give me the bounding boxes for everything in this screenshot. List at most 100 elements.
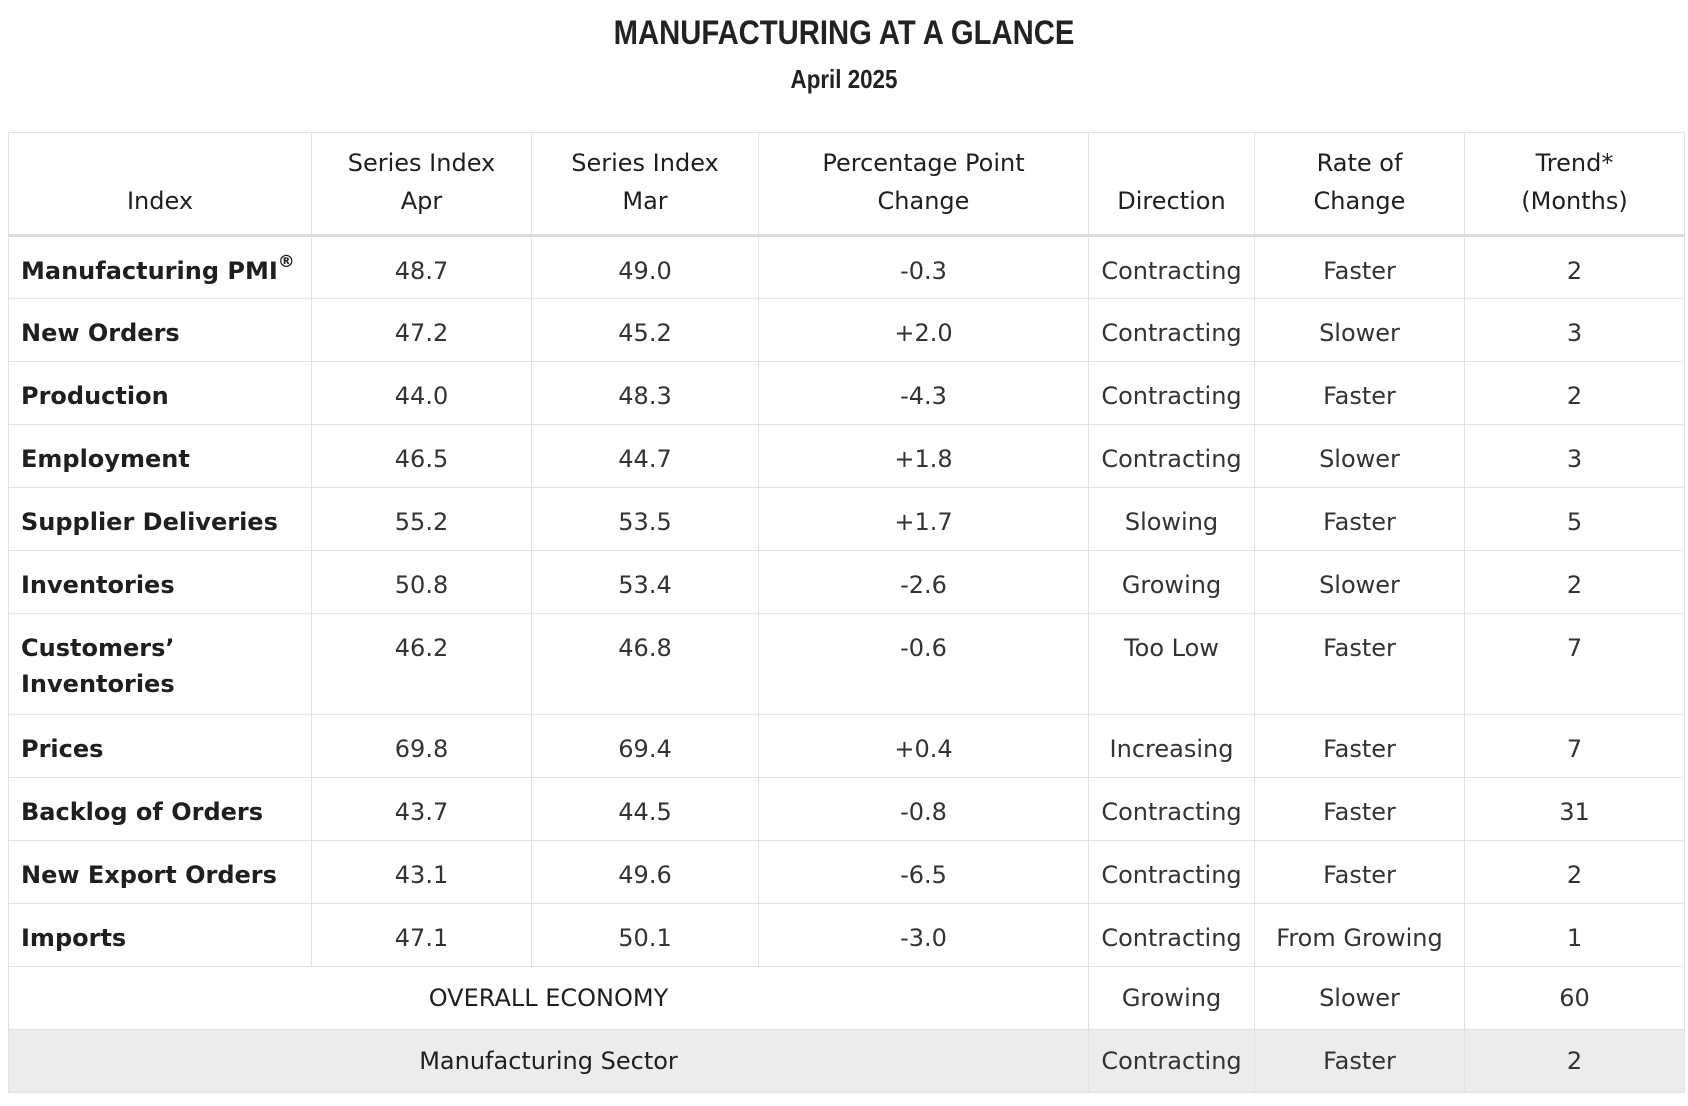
summary-row-overall-economy: OVERALL ECONOMY Growing Slower 60 (8, 966, 1685, 1030)
cell-rate: Slower (1254, 966, 1465, 1030)
table-row: New Export Orders 43.1 49.6 -6.5 Contrac… (8, 840, 1685, 904)
page-subtitle: April 2025 (790, 64, 898, 94)
cell-trend: 2 (1464, 361, 1685, 425)
cell-trend: 2 (1464, 235, 1685, 299)
cell-change: +1.7 (758, 487, 1089, 551)
col-header-change: Percentage Point Change (758, 132, 1089, 237)
row-index: New Export Orders (8, 840, 312, 904)
cell-rate: Slower (1254, 298, 1465, 362)
row-index: Supplier Deliveries (8, 487, 312, 551)
table-row: Customers’ Inventories 46.2 46.8 -0.6 Too… (8, 613, 1685, 715)
summary-label: OVERALL ECONOMY (8, 966, 1089, 1030)
cell-apr: 55.2 (311, 487, 532, 551)
cell-apr: 47.1 (311, 903, 532, 967)
table-row: Supplier Deliveries 55.2 53.5 +1.7 Slowi… (8, 487, 1685, 551)
cell-trend: 1 (1464, 903, 1685, 967)
cell-rate: From Growing (1254, 903, 1465, 967)
cell-rate: Faster (1254, 361, 1465, 425)
cell-apr: 69.8 (311, 714, 532, 778)
cell-direction: Contracting (1088, 777, 1255, 841)
cell-rate: Slower (1254, 424, 1465, 488)
cell-direction: Slowing (1088, 487, 1255, 551)
cell-direction: Contracting (1088, 840, 1255, 904)
cell-change: +1.8 (758, 424, 1089, 488)
cell-rate: Faster (1254, 613, 1465, 715)
cell-change: -4.3 (758, 361, 1089, 425)
cell-direction: Contracting (1088, 903, 1255, 967)
cell-change: +0.4 (758, 714, 1089, 778)
col-header-index: Index (8, 132, 312, 237)
row-index: New Orders (8, 298, 312, 362)
cell-change: -2.6 (758, 550, 1089, 614)
col-header-rate: Rate of Change (1254, 132, 1465, 237)
cell-rate: Slower (1254, 550, 1465, 614)
cell-mar: 48.3 (531, 361, 759, 425)
cell-change: -0.6 (758, 613, 1089, 715)
cell-rate: Faster (1254, 777, 1465, 841)
cell-trend: 7 (1464, 613, 1685, 715)
cell-rate: Faster (1254, 235, 1465, 299)
cell-direction: Increasing (1088, 714, 1255, 778)
cell-direction: Too Low (1088, 613, 1255, 715)
table-row: Imports 47.1 50.1 -3.0 Contracting From … (8, 903, 1685, 967)
cell-mar: 53.5 (531, 487, 759, 551)
cell-direction: Contracting (1088, 361, 1255, 425)
cell-mar: 46.8 (531, 613, 759, 715)
row-index: Employment (8, 424, 312, 488)
row-index: Prices (8, 714, 312, 778)
cell-direction: Growing (1088, 550, 1255, 614)
cell-change: -0.8 (758, 777, 1089, 841)
cell-apr: 50.8 (311, 550, 532, 614)
table-row: Backlog of Orders 43.7 44.5 -0.8 Contrac… (8, 777, 1685, 841)
col-header-mar: Series Index Mar (531, 132, 759, 237)
cell-direction: Contracting (1088, 424, 1255, 488)
cell-mar: 69.4 (531, 714, 759, 778)
registered-mark: ® (277, 252, 295, 272)
cell-trend: 2 (1464, 840, 1685, 904)
cell-change: -6.5 (758, 840, 1089, 904)
col-header-apr: Series Index Apr (311, 132, 532, 237)
cell-mar: 49.6 (531, 840, 759, 904)
summary-row-manufacturing-sector: Manufacturing Sector Contracting Faster … (8, 1029, 1685, 1093)
cell-rate: Faster (1254, 714, 1465, 778)
row-index: Customers’ Inventories (8, 613, 312, 715)
summary-label: Manufacturing Sector (8, 1029, 1089, 1093)
cell-mar: 44.5 (531, 777, 759, 841)
cell-apr: 43.1 (311, 840, 532, 904)
cell-trend: 5 (1464, 487, 1685, 551)
cell-apr: 48.7 (311, 235, 532, 299)
row-index: Backlog of Orders (8, 777, 312, 841)
cell-mar: 44.7 (531, 424, 759, 488)
cell-change: +2.0 (758, 298, 1089, 362)
table-row: Manufacturing PMI® 48.7 49.0 -0.3 Contra… (8, 235, 1685, 299)
cell-trend: 3 (1464, 298, 1685, 362)
cell-mar: 45.2 (531, 298, 759, 362)
table-row: Employment 46.5 44.7 +1.8 Contracting Sl… (8, 424, 1685, 488)
cell-direction: Contracting (1088, 1029, 1255, 1093)
cell-mar: 53.4 (531, 550, 759, 614)
cell-mar: 50.1 (531, 903, 759, 967)
cell-rate: Faster (1254, 1029, 1465, 1093)
row-index: Production (8, 361, 312, 425)
cell-change: -0.3 (758, 235, 1089, 299)
cell-trend: 7 (1464, 714, 1685, 778)
table-row: Production 44.0 48.3 -4.3 Contracting Fa… (8, 361, 1685, 425)
manufacturing-table: Index Series Index Apr Series Index Mar Pe… (8, 132, 1685, 1093)
col-header-direction: Direction (1088, 132, 1255, 237)
cell-mar: 49.0 (531, 235, 759, 299)
table-row: Inventories 50.8 53.4 -2.6 Growing Slowe… (8, 550, 1685, 614)
table-row: Prices 69.8 69.4 +0.4 Increasing Faster … (8, 714, 1685, 778)
cell-direction: Growing (1088, 966, 1255, 1030)
col-header-trend: Trend* (Months) (1464, 132, 1685, 237)
cell-apr: 46.2 (311, 613, 532, 715)
cell-change: -3.0 (758, 903, 1089, 967)
cell-direction: Contracting (1088, 235, 1255, 299)
cell-apr: 44.0 (311, 361, 532, 425)
cell-apr: 43.7 (311, 777, 532, 841)
row-index: Inventories (8, 550, 312, 614)
page-title: MANUFACTURING AT A GLANCE (613, 14, 1075, 52)
header-row: Index Series Index Apr Series Index Mar Pe… (8, 132, 1685, 237)
row-index: Imports (8, 903, 312, 967)
cell-direction: Contracting (1088, 298, 1255, 362)
cell-rate: Faster (1254, 487, 1465, 551)
